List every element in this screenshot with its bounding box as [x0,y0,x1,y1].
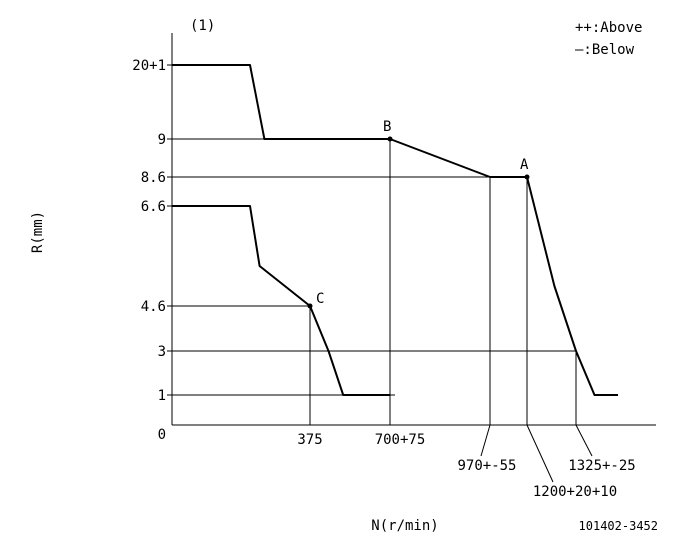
x-tick-leader [480,424,491,457]
point-label-a: A [520,157,529,173]
x-tick-label: 700+75 [375,432,426,448]
y-tick-label: 9 [158,132,166,148]
series-line-1 [172,64,618,396]
panel-label: (1) [190,18,215,34]
point-markers: A B C [307,119,530,309]
y-tick-labels: 20+1 9 8.6 6.6 4.6 3 1 0 [132,58,166,443]
x-tick-labels: 375 700+75 970+-55 1200+20+10 1325+-25 [297,424,636,500]
y-tick-label: 8.6 [141,170,166,186]
legend-below: —:Below [575,42,635,58]
x-tick-leader [526,424,554,483]
legend-above: ++:Above [575,20,642,36]
x-tick-label: 1325+-25 [568,458,635,474]
y-tick-label: 4.6 [141,299,166,315]
point-marker-c [307,303,313,309]
y-tick-label: 20+1 [132,58,166,74]
drawing-number: 101402-3452 [579,519,658,533]
point-marker-a [524,174,530,180]
point-label-b: B [383,119,391,135]
series-line-2 [172,205,390,396]
y-axis-label: R(mm) [30,211,46,253]
x-axis-label: N(r/min) [371,518,438,534]
x-tick-label: 970+-55 [457,458,516,474]
y-tick-label: 6.6 [141,199,166,215]
curves [172,64,618,396]
x-tick-label: 1200+20+10 [533,484,617,500]
x-tick-leader [575,424,593,457]
y-tick-label: 1 [158,388,166,404]
x-tick-label: 375 [297,432,322,448]
point-label-c: C [316,291,324,307]
guide-lines [167,64,577,425]
y-tick-label: 3 [158,344,166,360]
point-marker-b [387,136,393,142]
y-tick-label: 0 [158,427,166,443]
